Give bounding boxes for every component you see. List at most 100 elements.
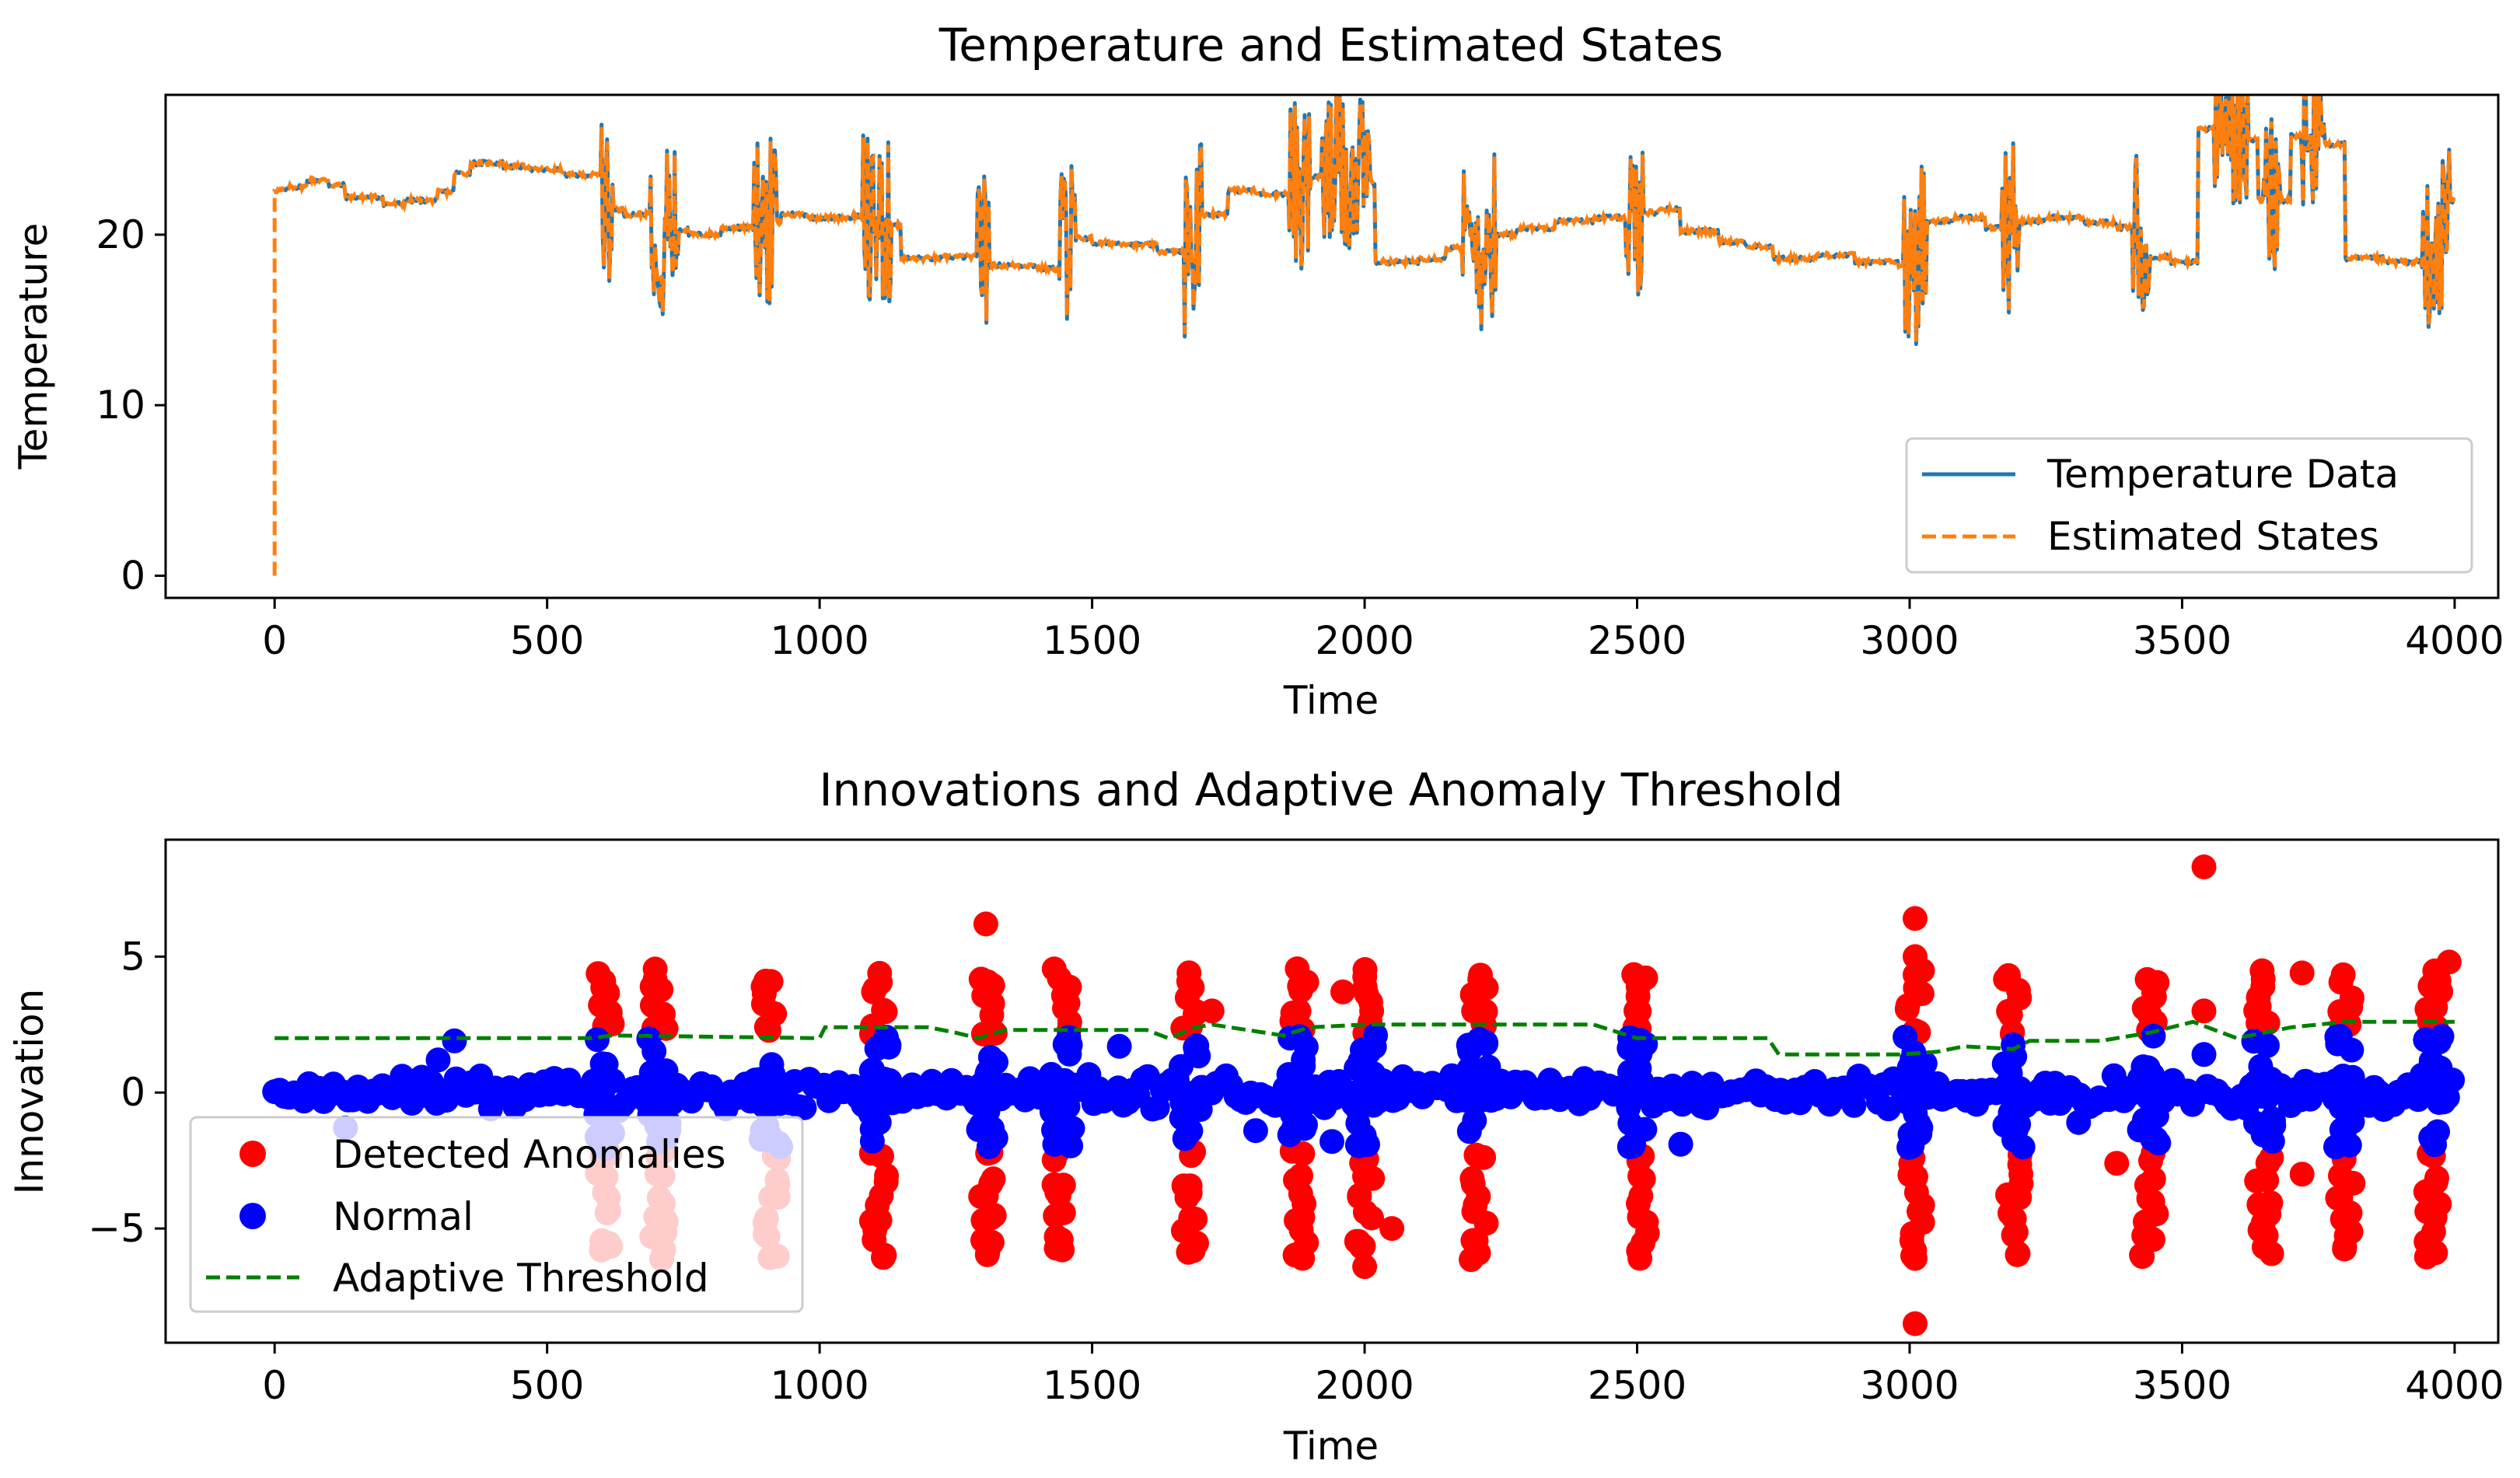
x-tick-label: 2500 (1588, 618, 1686, 663)
legend-label-normal: Normal (333, 1194, 474, 1239)
legend: Temperature Data Estimated States (1905, 437, 2473, 574)
anomaly-point (973, 977, 998, 1002)
anomaly-point (2414, 997, 2440, 1022)
anomaly-point (1171, 1173, 1197, 1199)
anomaly-point (2191, 998, 2217, 1024)
anomaly-point (651, 1001, 676, 1027)
normal-point (2066, 1109, 2092, 1135)
anomaly-point (1993, 966, 2018, 992)
anomaly-point (1459, 1247, 1484, 1273)
normal-point (589, 1085, 614, 1110)
anomaly-point (2289, 1162, 2315, 1187)
anomaly-point (1283, 1167, 1308, 1193)
normal-point (877, 1067, 903, 1093)
normal-point (2329, 1117, 2354, 1143)
anomaly-point (1910, 1193, 1935, 1218)
anomaly-point (970, 1207, 996, 1233)
anomaly-point (2249, 958, 2275, 984)
anomaly-point (2328, 970, 2354, 995)
y-axis-label: Innovation (7, 989, 52, 1195)
normal-point (1841, 1092, 1867, 1118)
anomaly-point (1903, 1246, 1928, 1271)
anomaly-point (1909, 981, 1935, 1006)
anomaly-point (1043, 1203, 1068, 1228)
normal-point (1173, 1080, 1199, 1106)
normal-point (1898, 1075, 1924, 1101)
x-tick-label: 0 (262, 618, 287, 663)
anomaly-point (1352, 964, 1378, 990)
x-tick-label: 1000 (770, 1363, 869, 1408)
chart-title: Innovations and Adaptive Anomaly Thresho… (819, 763, 1843, 816)
normal-point (1632, 1116, 1658, 1142)
y-tick-label: 5 (121, 934, 145, 979)
anomaly-point (868, 970, 893, 995)
x-tick-label: 1500 (1043, 618, 1141, 663)
anomaly-point (1621, 962, 1647, 987)
temperature-panel: Temperature and Estimated States 0 500 100… (11, 19, 2504, 723)
normal-point (1276, 1062, 1302, 1087)
anomaly-point (970, 1228, 995, 1253)
normal-point (876, 1033, 902, 1058)
normal-point (425, 1047, 451, 1073)
anomaly-point (2134, 1172, 2159, 1198)
normal-point (2327, 1024, 2353, 1049)
anomaly-point (1290, 1141, 1316, 1166)
x-axis-label: Time (1283, 678, 1379, 723)
normal-point (1346, 1133, 1372, 1158)
normal-point (1319, 1129, 1344, 1155)
x-tick-label: 0 (262, 1363, 287, 1408)
normal-point (2413, 1027, 2438, 1053)
normal-point (792, 1095, 817, 1120)
anomaly-point (2436, 949, 2462, 975)
x-tick-label: 3500 (2133, 618, 2232, 663)
anomaly-point (973, 911, 998, 937)
normal-point (1456, 1119, 1482, 1144)
normal-point (1912, 1050, 1938, 1076)
normal-point (585, 1027, 610, 1053)
normal-point (980, 1127, 1006, 1152)
legend-label-adaptive-threshold: Adaptive Threshold (333, 1256, 709, 1301)
anomaly-point (872, 999, 898, 1025)
normal-point (1345, 1110, 1371, 1136)
chart-title: Temperature and Estimated States (938, 19, 1724, 72)
normal-point (2260, 1106, 2285, 1131)
anomaly-point (1280, 1000, 1305, 1026)
anomaly-point (758, 969, 784, 994)
legend-label-detected-anomalies: Detected Anomalies (333, 1132, 726, 1177)
normal-point (1186, 1043, 1211, 1069)
normal-point (1627, 1056, 1652, 1081)
normal-point (1476, 1054, 1501, 1080)
anomaly-point (1041, 1172, 1067, 1197)
x-axis-label: Time (1283, 1424, 1379, 1469)
legend-label-estimated-states: Estimated States (2047, 514, 2379, 559)
x-tick-label: 1000 (770, 618, 869, 663)
normal-point (1668, 1131, 1693, 1157)
normal-point (1059, 1072, 1084, 1098)
anomaly-point (1199, 998, 1225, 1024)
normal-point (2418, 1125, 2444, 1151)
anomaly-point (2289, 960, 2315, 986)
anomaly-point (1903, 906, 1928, 931)
y-tick-label: 20 (96, 212, 145, 257)
normal-point (1042, 1131, 1068, 1157)
series-line-adaptive-threshold (274, 1019, 2455, 1057)
normal-point (1459, 1033, 1484, 1058)
y-tick-label: 10 (96, 383, 145, 428)
anomaly-point (2427, 1191, 2452, 1217)
normal-point (1039, 1061, 1064, 1087)
anomaly-point (1471, 1144, 1497, 1170)
anomaly-point (1291, 1191, 1317, 1217)
anomaly-point (1183, 1207, 1208, 1232)
legend-swatch-normal (239, 1203, 266, 1229)
normal-point (2427, 1067, 2452, 1092)
anomaly-point (1379, 1216, 1405, 1242)
x-tick-label: 4000 (2405, 1363, 2504, 1408)
anomaly-point (1894, 996, 1920, 1022)
normal-point (974, 1061, 1000, 1087)
anomaly-point (2426, 968, 2452, 994)
y-tick-label: 0 (121, 1070, 145, 1115)
normal-point (638, 1060, 664, 1085)
anomaly-point (2191, 854, 2217, 879)
anomaly-point (2413, 1229, 2439, 1255)
normal-point (1991, 1051, 2017, 1077)
